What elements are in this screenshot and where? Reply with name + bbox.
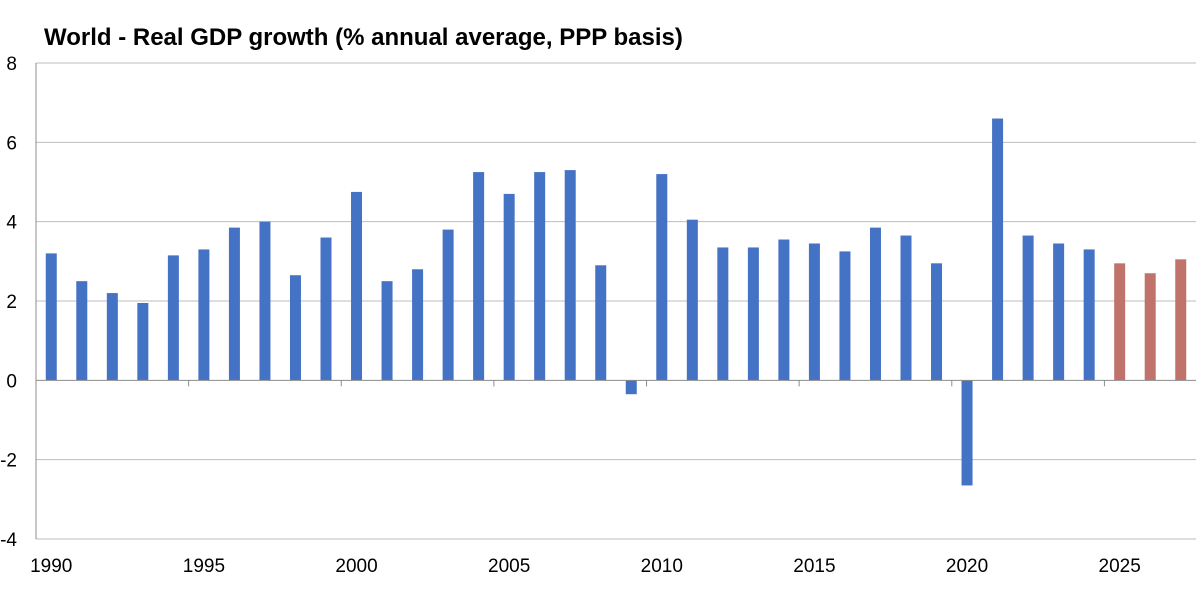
bar-2008 (595, 265, 607, 381)
bar-2018 (900, 235, 912, 381)
bar-2011 (686, 219, 698, 381)
bar-1996 (228, 227, 240, 381)
bar-2004 (473, 172, 485, 381)
bar-1991 (76, 281, 88, 381)
y-tick-label: 6 (6, 133, 17, 154)
bar-2013 (747, 247, 759, 381)
x-tick-label: 2015 (793, 556, 835, 577)
bar-1999 (320, 237, 332, 381)
bar-2022 (1022, 235, 1034, 381)
bar-1990 (45, 253, 57, 381)
bar-2020 (961, 380, 973, 486)
bar-2023 (1053, 243, 1065, 381)
y-tick-label: 4 (6, 213, 17, 234)
bar-2012 (717, 247, 729, 381)
axes (35, 63, 1196, 539)
x-tick-label: 2025 (1099, 556, 1141, 577)
y-tick-label: 8 (6, 54, 17, 75)
bars (45, 118, 1187, 486)
bar-2014 (778, 239, 790, 381)
bar-1995 (198, 249, 210, 381)
bar-2007 (564, 170, 576, 381)
bar-1998 (289, 275, 301, 381)
bar-2019 (931, 263, 943, 381)
bar-1992 (106, 293, 118, 381)
y-tick-label: 2 (6, 292, 17, 313)
y-tick-label: 0 (6, 371, 17, 392)
y-tick-labels: -4 -2 0 2 4 6 8 (0, 54, 17, 551)
x-tick-label: 1995 (183, 556, 225, 577)
bar-2017 (869, 227, 881, 381)
x-tick-label: 2010 (641, 556, 683, 577)
bar-2001 (381, 281, 393, 381)
bar-2015 (808, 243, 820, 381)
bar-2021 (992, 118, 1004, 381)
bar-2002 (412, 269, 424, 381)
x-tick-label: 1990 (30, 556, 72, 577)
y-tick-label: -4 (0, 530, 17, 551)
bar-2000 (351, 191, 363, 381)
bar-2009 (625, 380, 637, 395)
x-tick-label: 2020 (946, 556, 988, 577)
bar-2025 (1114, 263, 1126, 381)
bar-2024 (1083, 249, 1095, 381)
x-tick-labels: 1990 1995 2000 2005 2010 2015 2020 2025 (30, 556, 1141, 577)
bar-2003 (442, 229, 454, 381)
chart-title: World - Real GDP growth (% annual averag… (44, 24, 683, 51)
bar-2027 (1175, 259, 1187, 381)
bar-2016 (839, 251, 851, 381)
bar-2026 (1144, 273, 1156, 381)
bar-1994 (167, 255, 179, 381)
bar-1997 (259, 221, 271, 381)
x-tick-label: 2005 (488, 556, 530, 577)
bar-2006 (534, 172, 546, 381)
y-tick-label: -2 (0, 451, 17, 472)
bar-2005 (503, 193, 515, 381)
bar-1993 (137, 302, 149, 381)
x-tick-label: 2000 (335, 556, 377, 577)
gridlines (36, 62, 1196, 540)
bar-2010 (656, 174, 668, 381)
